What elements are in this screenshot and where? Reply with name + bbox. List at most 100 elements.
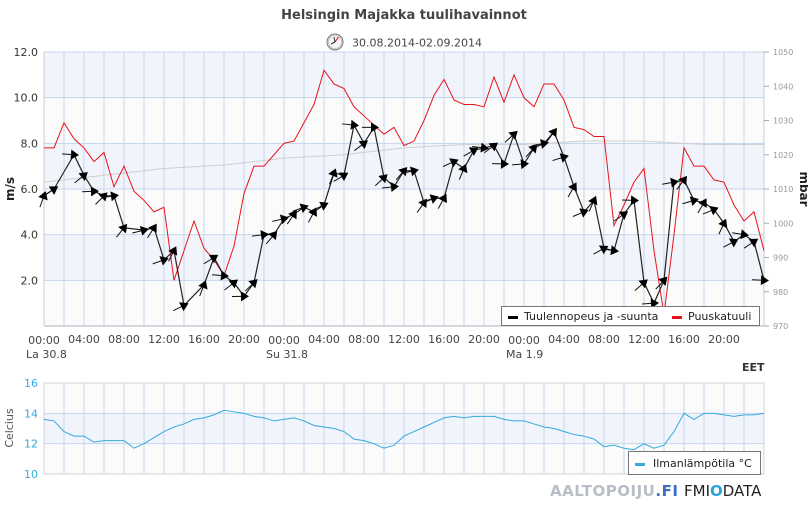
svg-text:10.0: 10.0	[14, 92, 39, 105]
wind-arrow-marker	[224, 279, 238, 291]
wind-arrow-marker	[203, 254, 219, 265]
svg-text:1050: 1050	[773, 48, 793, 57]
wind-arrow-marker	[621, 195, 639, 206]
wind-arrow-marker	[602, 245, 619, 256]
wind-arrow-marker	[552, 153, 569, 163]
wind-arrow-marker	[231, 291, 249, 302]
aaltopoiju-logo[interactable]: AALTOPOIJU.FI	[550, 482, 679, 500]
wind-arrow-marker	[212, 270, 229, 281]
wind-arrow-marker	[442, 158, 459, 168]
wind-arrow-marker	[655, 276, 668, 290]
chart-title: Helsingin Majakka tuulihavainnot	[281, 8, 527, 23]
wind-arrow-marker	[613, 211, 629, 222]
svg-text:10: 10	[24, 468, 38, 481]
svg-text:08:00: 08:00	[588, 333, 620, 346]
wind-arrow-marker	[676, 175, 688, 190]
fmi-data-logo[interactable]: FMIODATA	[684, 482, 762, 500]
svg-text:20:00: 20:00	[468, 333, 500, 346]
wind-arrow-marker	[395, 166, 408, 181]
wind-arrow-marker	[354, 140, 368, 151]
wind-chart: 12.0 10.0 8.0 6.0 4.0 2.0 m/s 1050 1040 1030 1020 1…	[3, 46, 808, 374]
wind-arrow-marker	[374, 174, 388, 187]
wind-arrow-marker	[641, 298, 659, 309]
svg-text:16:00: 16:00	[188, 333, 220, 346]
svg-text:12.0: 12.0	[14, 46, 39, 59]
gust-series	[44, 69, 765, 315]
wind-legend: Tuulennopeus ja -suunta Puuskatuuli	[501, 306, 760, 326]
svg-text:2.0: 2.0	[21, 274, 39, 287]
wind-arrow-marker	[252, 230, 269, 240]
wind-arrow-marker	[245, 279, 258, 292]
svg-text:970: 970	[773, 322, 788, 331]
svg-text:EET: EET	[742, 361, 765, 374]
wind-arrow-marker	[512, 159, 529, 170]
legend-item-wind[interactable]: Tuulennopeus ja -suunta	[508, 310, 658, 323]
svg-text:Celcius: Celcius	[3, 408, 16, 448]
wind-arrow-marker	[38, 191, 48, 208]
wind-arrow-marker	[198, 280, 208, 297]
legend-swatch-red	[672, 315, 682, 319]
legend-swatch-blue	[635, 462, 645, 466]
wind-arrow-marker	[532, 138, 549, 149]
wind-arrow-marker	[634, 279, 648, 291]
wind-arrow-marker	[458, 163, 468, 180]
svg-text:Ma 1.9: Ma 1.9	[506, 348, 543, 361]
axis-labels: 12.0 10.0 8.0 6.0 4.0 2.0 m/s 1050 1040 1030 1020 1…	[3, 46, 808, 374]
wind-arrow-marker	[572, 208, 589, 218]
wind-arrow-marker	[525, 144, 538, 158]
wind-series	[38, 119, 769, 312]
wind-arrow-marker	[132, 225, 149, 236]
svg-text:16:00: 16:00	[428, 333, 460, 346]
wind-arrow-marker	[491, 158, 509, 169]
wind-arrow-marker	[272, 214, 289, 225]
wind-arrow-marker	[172, 302, 189, 312]
wind-arrow-marker	[74, 172, 88, 184]
wind-arrow-marker	[342, 119, 359, 130]
svg-text:La 30.8: La 30.8	[26, 348, 67, 361]
wind-arrow-marker	[751, 275, 769, 286]
svg-text:00:00: 00:00	[28, 334, 60, 347]
legend-item-gust[interactable]: Puuskatuuli	[672, 310, 751, 323]
wind-arrow-marker	[286, 209, 297, 225]
svg-text:1020: 1020	[773, 151, 793, 160]
svg-text:12:00: 12:00	[388, 333, 420, 346]
svg-text:1030: 1030	[773, 117, 793, 126]
wind-arrow-marker	[682, 196, 699, 207]
svg-text:m/s: m/s	[3, 177, 17, 201]
temp-legend: Ilmanlämpötila °C	[628, 451, 761, 475]
date-range-text: 30.08.2014-02.09.2014	[352, 36, 482, 50]
wind-arrow-marker	[328, 168, 338, 185]
date-range: 30.08.2014-02.09.2014	[0, 33, 808, 54]
wind-arrow-marker	[463, 147, 479, 157]
wind-arrow-marker	[382, 182, 399, 193]
svg-text:04:00: 04:00	[68, 333, 100, 346]
wind-arrow-marker	[116, 223, 128, 238]
wind-arrow-marker	[437, 193, 447, 209]
wind-arrow-marker	[333, 172, 349, 182]
legend-swatch-black	[508, 315, 518, 319]
svg-text:14: 14	[24, 407, 38, 420]
wind-arrow-marker	[152, 256, 169, 266]
svg-text:980: 980	[773, 288, 788, 297]
wind-arrow-marker	[718, 218, 728, 235]
svg-text:04:00: 04:00	[308, 333, 340, 346]
svg-text:1040: 1040	[773, 82, 793, 91]
svg-text:00:00: 00:00	[508, 334, 540, 347]
svg-text:1000: 1000	[773, 219, 793, 228]
wind-arrow-marker	[546, 127, 557, 142]
wind-arrow-marker	[472, 142, 489, 153]
svg-text:08:00: 08:00	[348, 333, 380, 346]
wind-arrow-marker	[732, 229, 749, 240]
wind-arrow-marker	[504, 130, 518, 143]
wind-arrow-marker	[292, 203, 309, 213]
wind-arrow-marker	[402, 166, 419, 177]
svg-text:12: 12	[24, 438, 38, 451]
wind-arrow-marker	[588, 195, 598, 212]
svg-text:20:00: 20:00	[708, 333, 740, 346]
wind-arrow-marker	[43, 186, 59, 196]
wind-arrow-marker	[362, 122, 379, 133]
legend-item-temp[interactable]: Ilmanlämpötila °C	[635, 457, 752, 470]
wind-arrow-marker	[422, 194, 439, 204]
svg-text:16: 16	[24, 377, 38, 390]
svg-text:990: 990	[773, 254, 788, 263]
